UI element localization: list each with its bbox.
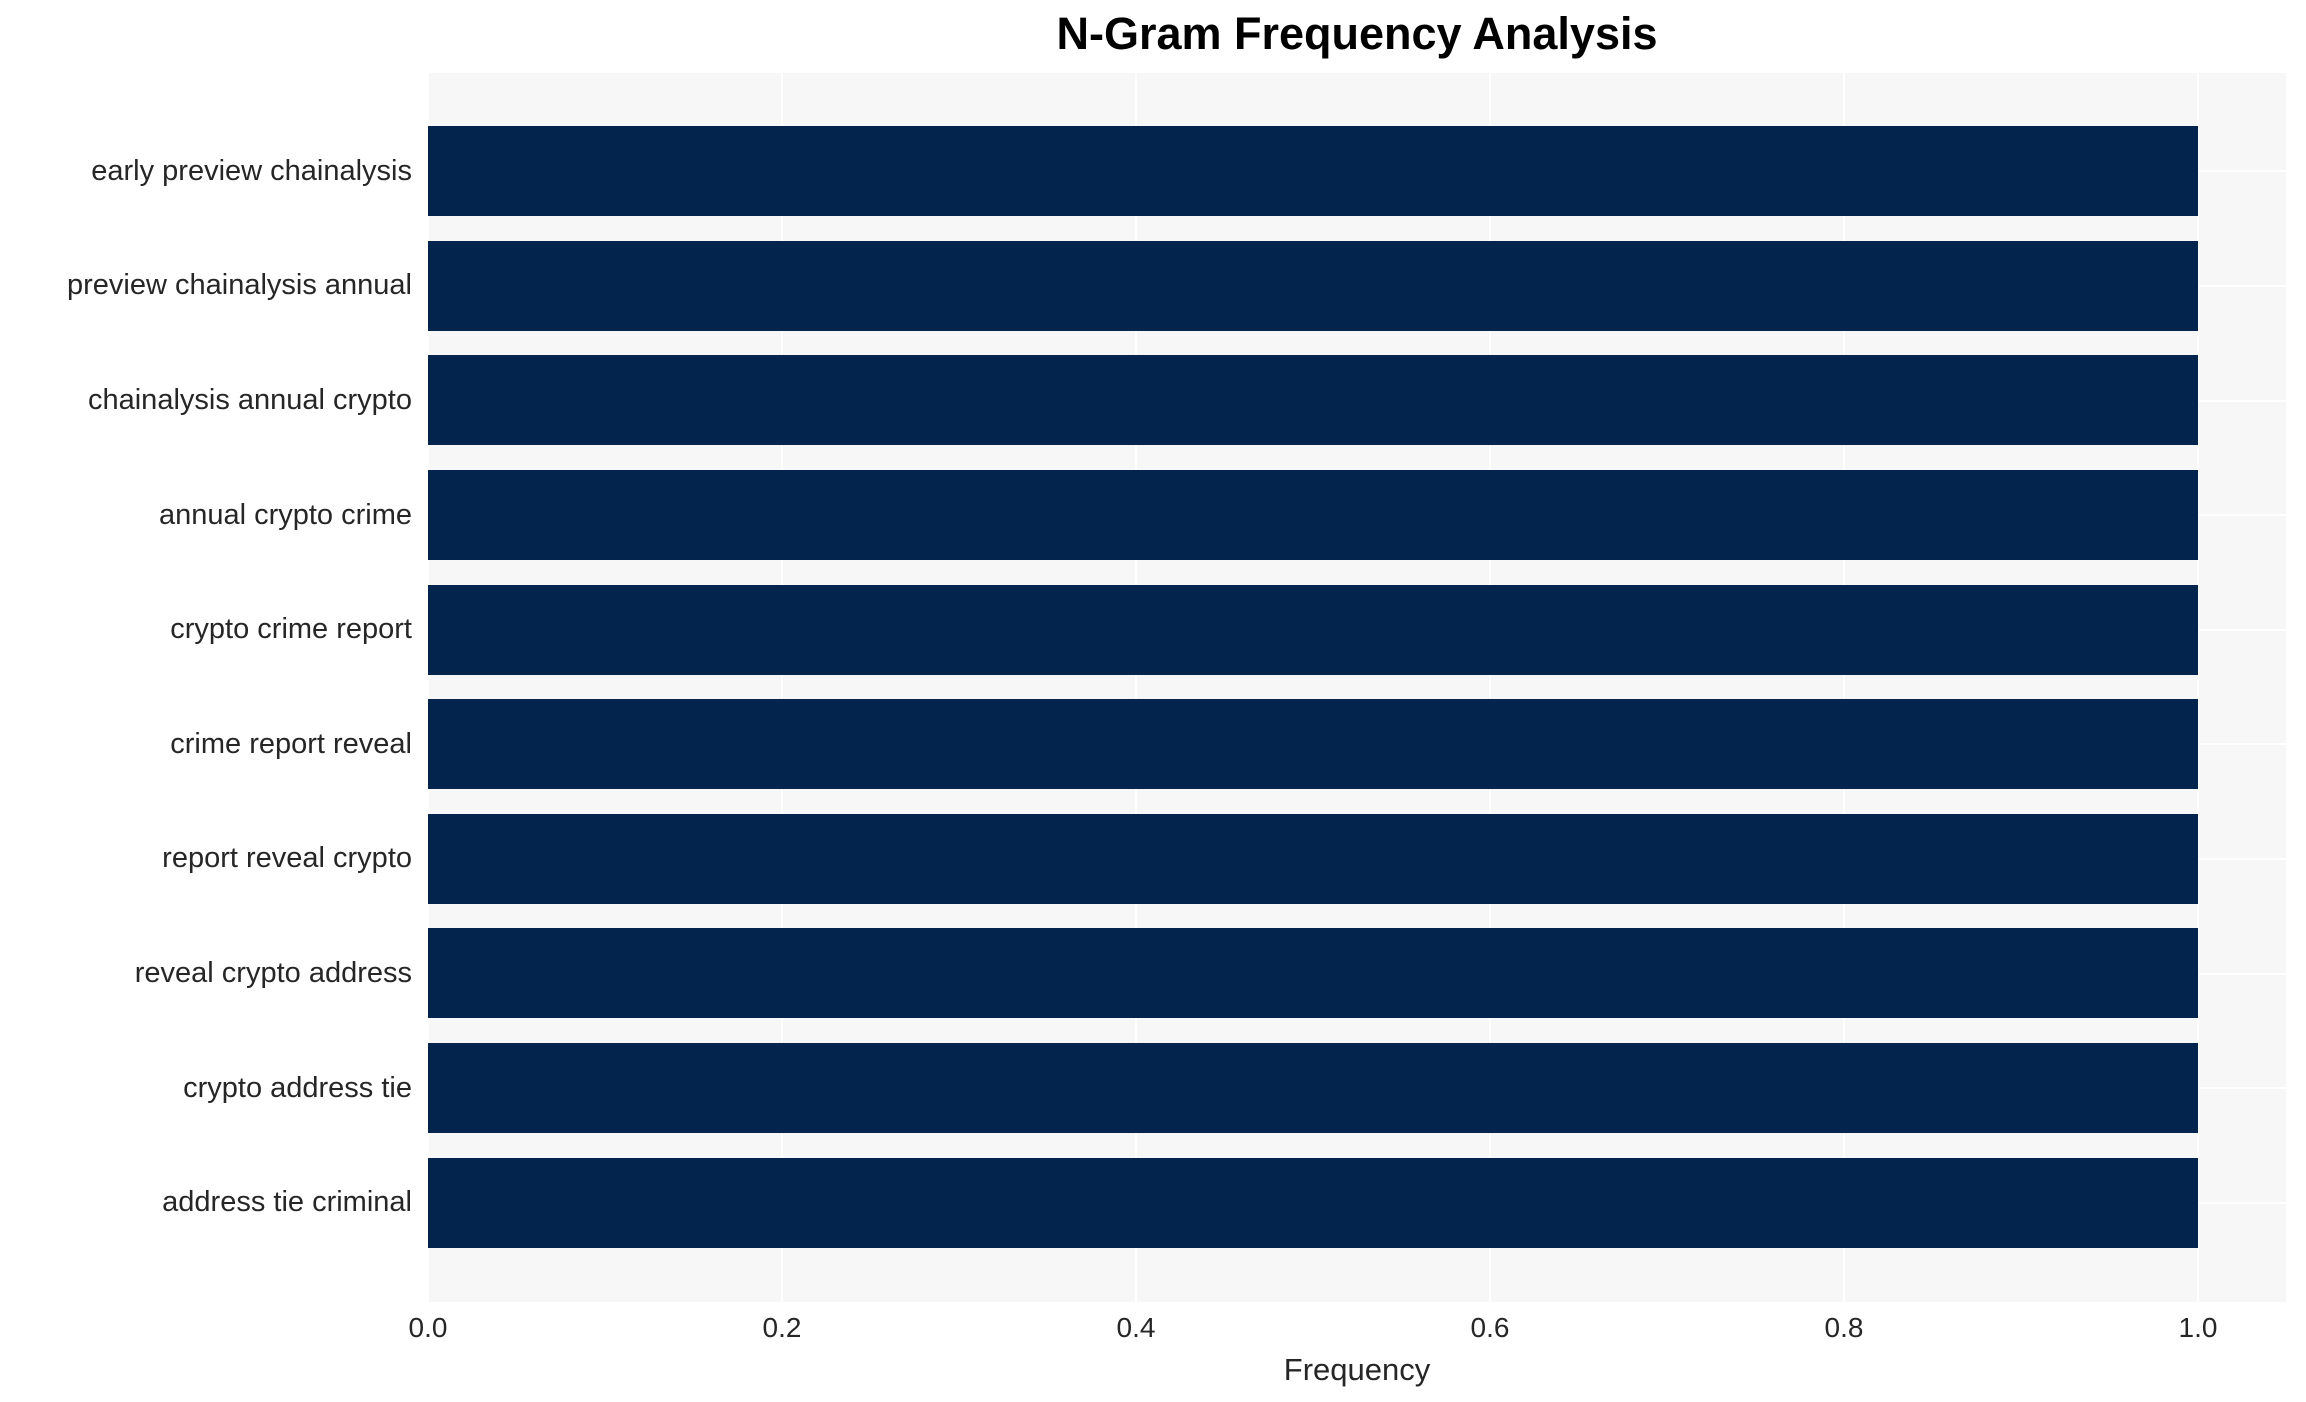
plot-area	[427, 73, 2286, 1302]
x-tick-label: 0.0	[408, 1312, 448, 1343]
y-tick-row: chainalysis annual crypto	[0, 343, 412, 458]
y-tick-label: annual crypto crime	[158, 498, 412, 531]
y-tick-label: crime report reveal	[170, 727, 412, 760]
bars-layer	[428, 73, 2286, 1302]
bar-row	[428, 458, 2286, 573]
bar	[428, 1043, 2198, 1134]
x-axis-ticks: 0.0 0.2 0.4 0.6 0.8 1.0	[0, 1312, 2306, 1352]
x-gridline	[781, 73, 783, 1302]
y-tick-label: chainalysis annual crypto	[87, 383, 412, 416]
bar-row	[428, 1031, 2286, 1146]
x-tick-label: 0.6	[1470, 1312, 1510, 1343]
y-axis-labels: early preview chainalysis preview chainal…	[0, 73, 412, 1302]
x-gridline	[2197, 73, 2199, 1302]
x-gridline	[1135, 73, 1137, 1302]
y-tick-row: crime report reveal	[0, 687, 412, 802]
bar	[428, 928, 2198, 1019]
bar	[428, 1157, 2198, 1248]
x-axis-title: Frequency	[1283, 1352, 1431, 1387]
bar	[428, 584, 2198, 675]
x-tick-label: 0.8	[1824, 1312, 1864, 1343]
bar-row	[428, 114, 2286, 229]
x-tick-label: 0.2	[762, 1312, 802, 1343]
bar-row	[428, 1145, 2286, 1260]
chart-title: N-Gram Frequency Analysis	[1056, 8, 1658, 59]
y-tick-row: early preview chainalysis	[0, 114, 412, 229]
y-tick-label: preview chainalysis annual	[67, 269, 412, 302]
bar	[428, 813, 2198, 904]
y-tick-label: report reveal crypto	[162, 842, 412, 875]
y-tick-row: preview chainalysis annual	[0, 229, 412, 344]
x-tick-label: 0.4	[1116, 1312, 1156, 1343]
x-gridline	[427, 73, 429, 1302]
bar	[428, 126, 2198, 217]
bar-row	[428, 572, 2286, 687]
x-gridline	[1489, 73, 1491, 1302]
y-tick-row: report reveal crypto	[0, 802, 412, 917]
y-tick-label: crypto crime report	[170, 613, 412, 646]
bar	[428, 355, 2198, 446]
y-tick-label: early preview chainalysis	[91, 154, 412, 187]
y-tick-row: address tie criminal	[0, 1145, 412, 1260]
y-tick-label: address tie criminal	[162, 1186, 412, 1219]
bar-row	[428, 343, 2286, 458]
bar-row	[428, 916, 2286, 1031]
bar-row	[428, 687, 2286, 802]
bar	[428, 699, 2198, 790]
bar-row	[428, 229, 2286, 344]
y-tick-row: annual crypto crime	[0, 458, 412, 573]
y-tick-row: crypto address tie	[0, 1031, 412, 1146]
bar	[428, 240, 2198, 331]
y-tick-label: crypto address tie	[183, 1071, 412, 1104]
x-gridline	[1843, 73, 1845, 1302]
bar	[428, 470, 2198, 561]
y-tick-row: crypto crime report	[0, 572, 412, 687]
x-tick-label: 1.0	[2178, 1312, 2218, 1343]
y-tick-row: reveal crypto address	[0, 916, 412, 1031]
y-tick-label: reveal crypto address	[134, 956, 412, 989]
bar-row	[428, 802, 2286, 917]
